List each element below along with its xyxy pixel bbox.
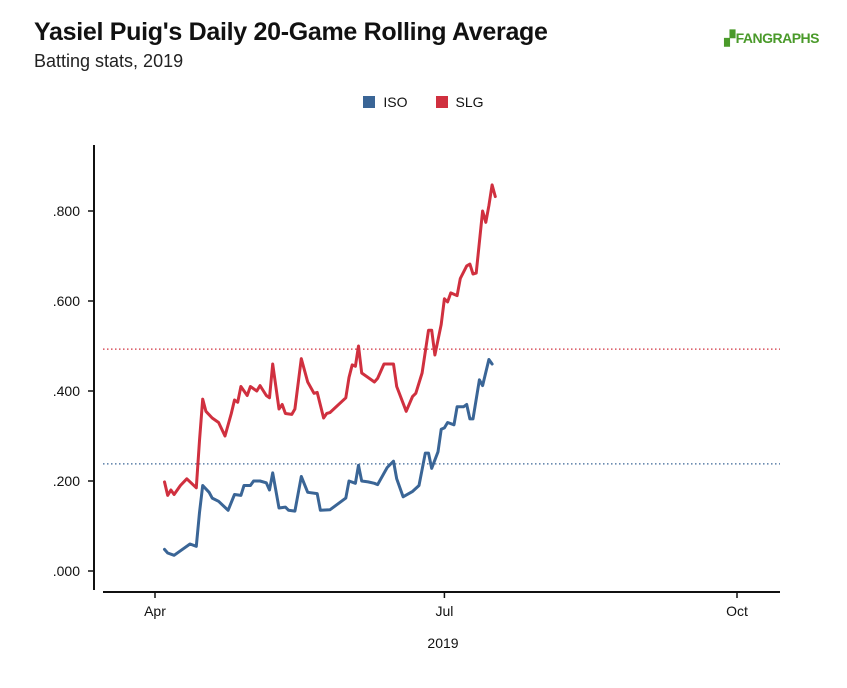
series-line-slg [163,183,497,497]
legend-swatch-slg [435,96,448,108]
x-axis-ticks: Apr Jul Oct [144,592,748,619]
y-tick-label: .400 [53,383,80,399]
legend-swatch-iso [363,96,376,108]
chart-title: Yasiel Puig's Daily 20-Game Rolling Aver… [34,18,548,46]
chart-legend: ISO SLG [0,94,847,110]
legend-item-slg: SLG [435,94,484,110]
legend-item-iso: ISO [363,94,408,110]
y-tick-label: .800 [53,203,80,219]
x-tick-label: Apr [144,603,166,619]
x-axis-title: 2019 [427,635,458,651]
x-tick-label: Jul [435,603,453,619]
legend-label-slg: SLG [455,94,484,110]
y-tick-label: .600 [53,293,80,309]
logo-icon: ▞ [724,30,735,46]
reference-lines [103,348,780,465]
series-line-iso [163,358,494,557]
x-tick-label: Oct [726,603,748,619]
y-axis-ticks: .000 .200 .400 .600 .800 [53,203,94,579]
fangraphs-logo: ▞FANGRAPHS [724,30,819,47]
legend-label-iso: ISO [383,94,408,110]
logo-text: FANGRAPHS [735,30,820,46]
y-tick-label: .200 [53,473,80,489]
chart-subtitle: Batting stats, 2019 [34,51,184,71]
y-tick-label: .000 [53,563,80,579]
series-layer [163,183,497,557]
